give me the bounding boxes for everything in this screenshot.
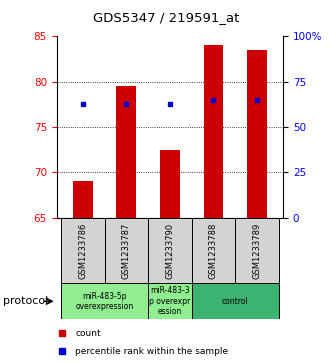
Bar <box>235 218 279 283</box>
Text: GSM1233786: GSM1233786 <box>78 222 87 279</box>
Text: GSM1233789: GSM1233789 <box>252 223 261 278</box>
Text: GSM1233788: GSM1233788 <box>209 222 218 279</box>
Bar <box>148 283 191 319</box>
Text: GDS5347 / 219591_at: GDS5347 / 219591_at <box>93 11 240 24</box>
Bar <box>73 182 93 218</box>
Text: control: control <box>222 297 248 306</box>
Text: protocol: protocol <box>3 296 49 306</box>
Text: miR-483-3
p overexpr
ession: miR-483-3 p overexpr ession <box>149 286 190 316</box>
Text: GSM1233790: GSM1233790 <box>165 223 174 278</box>
Bar <box>105 218 148 283</box>
Bar <box>247 50 267 218</box>
Bar <box>61 283 148 319</box>
Text: percentile rank within the sample: percentile rank within the sample <box>75 347 228 356</box>
Text: GSM1233787: GSM1233787 <box>122 222 131 279</box>
Bar <box>61 218 105 283</box>
Bar <box>191 283 279 319</box>
Bar <box>148 218 191 283</box>
Bar <box>117 86 136 218</box>
Text: count: count <box>75 329 101 338</box>
Bar <box>191 218 235 283</box>
Text: miR-483-5p
overexpression: miR-483-5p overexpression <box>75 291 134 311</box>
Bar <box>203 45 223 218</box>
Bar <box>160 150 179 218</box>
